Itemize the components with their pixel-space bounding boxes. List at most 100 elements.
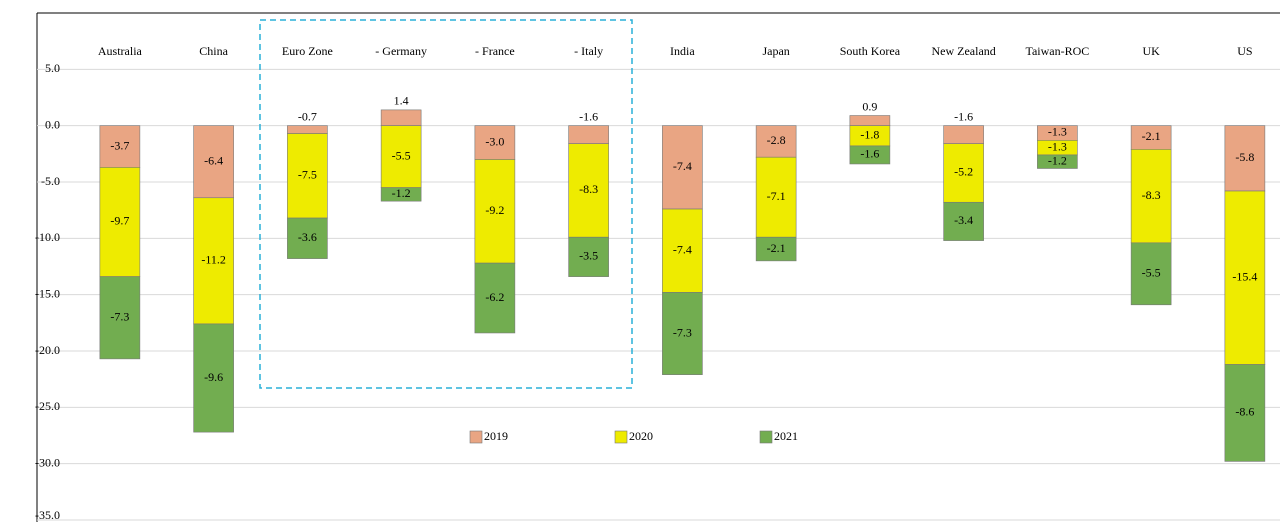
highlight-box [259, 19, 633, 389]
x-tick-label: China [199, 44, 228, 58]
bar-segment [849, 115, 891, 126]
bar-segment [568, 125, 609, 144]
data-label: -2.8 [767, 133, 786, 147]
data-label: -5.2 [954, 165, 973, 179]
bar-segment [568, 143, 609, 238]
y-tick-label: -5.0 [41, 174, 60, 188]
data-label: -2.1 [767, 241, 786, 255]
data-label: -7.3 [110, 310, 129, 324]
x-tick-label: - Germany [375, 44, 427, 58]
data-label: -1.6 [579, 109, 598, 123]
x-tick-label: US [1237, 44, 1252, 58]
bar-segment [849, 145, 891, 165]
x-tick-label: - France [475, 44, 515, 58]
data-label: -3.6 [298, 230, 317, 244]
data-label: -5.5 [1142, 266, 1161, 280]
bar-segment [380, 125, 422, 188]
data-label: -9.2 [485, 203, 504, 217]
data-label: 0.9 [862, 99, 877, 113]
bar-segment [1224, 364, 1266, 462]
legend-swatch [614, 430, 628, 444]
data-label: -7.4 [673, 242, 692, 256]
x-tick-label: UK [1142, 44, 1160, 58]
y-tick-label: -20.0 [35, 343, 60, 357]
bar-segment [287, 125, 328, 134]
data-label: -15.4 [1232, 270, 1257, 284]
bar-segment [755, 156, 797, 238]
data-label: -1.8 [860, 128, 879, 142]
bar-segment [474, 125, 516, 160]
data-label: -3.0 [485, 134, 504, 148]
data-label: -3.4 [954, 213, 973, 227]
data-label: -7.5 [298, 168, 317, 182]
bar-segment [99, 276, 141, 360]
y-tick-label: -15.0 [35, 286, 60, 300]
data-label: -1.2 [1048, 153, 1067, 167]
data-label: -7.4 [673, 159, 692, 173]
x-tick-label: South Korea [840, 44, 901, 58]
legend-swatch [759, 430, 773, 444]
data-label: -8.6 [1235, 405, 1254, 419]
data-label: 1.4 [394, 94, 409, 108]
data-label: -11.2 [201, 253, 226, 267]
bar-segment [943, 143, 984, 203]
data-label: -5.8 [1235, 150, 1254, 164]
y-tick-label: -30.0 [35, 455, 60, 469]
data-label: -6.2 [485, 290, 504, 304]
x-tick-label: Taiwan-ROC [1025, 44, 1089, 58]
data-label: -9.6 [204, 370, 223, 384]
bar-segment [193, 125, 234, 199]
y-tick-label: 0.0 [45, 117, 60, 131]
data-label: -3.5 [579, 249, 598, 263]
x-tick-label: New Zealand [931, 44, 995, 58]
data-label: -2.1 [1142, 129, 1161, 143]
bar-segment [193, 323, 234, 433]
bar-segment [474, 159, 516, 264]
bar-segment [1224, 190, 1266, 365]
data-label: -3.7 [110, 138, 129, 152]
data-label: -1.3 [1048, 139, 1067, 153]
bar-segment [1224, 125, 1266, 192]
bar-segment [943, 125, 984, 144]
x-tick-label: India [670, 44, 695, 58]
data-label: -1.3 [1048, 125, 1067, 139]
bar-segment [193, 197, 234, 325]
bar-segment [662, 125, 703, 210]
bar-segment [662, 292, 703, 375]
data-label: -1.6 [860, 147, 879, 161]
y-tick-label: -35.0 [35, 508, 60, 522]
bar-segment [99, 125, 141, 168]
bar-segment [474, 262, 516, 334]
y-tick-label: -10.0 [35, 230, 60, 244]
x-tick-label: Japan [762, 44, 789, 58]
bar-segment [943, 201, 984, 241]
bar-segment [755, 236, 797, 262]
bar-segment [1037, 154, 1078, 169]
bar-segment [755, 125, 797, 158]
bar-segment [662, 208, 703, 293]
data-label: -9.7 [110, 214, 129, 228]
bar-segment [380, 187, 422, 202]
bar-segment [287, 133, 328, 219]
data-label: -8.3 [579, 182, 598, 196]
x-tick-label: Australia [98, 44, 143, 58]
data-label: -5.5 [392, 148, 411, 162]
bar-segment [380, 109, 422, 126]
bar-segment [287, 217, 328, 259]
data-label: -6.4 [204, 153, 223, 167]
bar-segment [1130, 242, 1172, 306]
legend-swatch [469, 430, 483, 444]
bar-segment [99, 167, 141, 277]
data-label: -1.2 [392, 186, 411, 200]
data-label: -7.1 [767, 189, 786, 203]
x-tick-label: Euro Zone [282, 44, 333, 58]
x-tick-label: - Italy [574, 44, 603, 58]
legend-label: 2019 [484, 429, 508, 443]
bar-segment [568, 236, 609, 277]
legend-label: 2020 [629, 429, 653, 443]
data-label: -1.6 [954, 109, 973, 123]
y-tick-label: 5.0 [45, 61, 60, 75]
data-label: -8.3 [1142, 188, 1161, 202]
y-tick-label: -25.0 [35, 399, 60, 413]
